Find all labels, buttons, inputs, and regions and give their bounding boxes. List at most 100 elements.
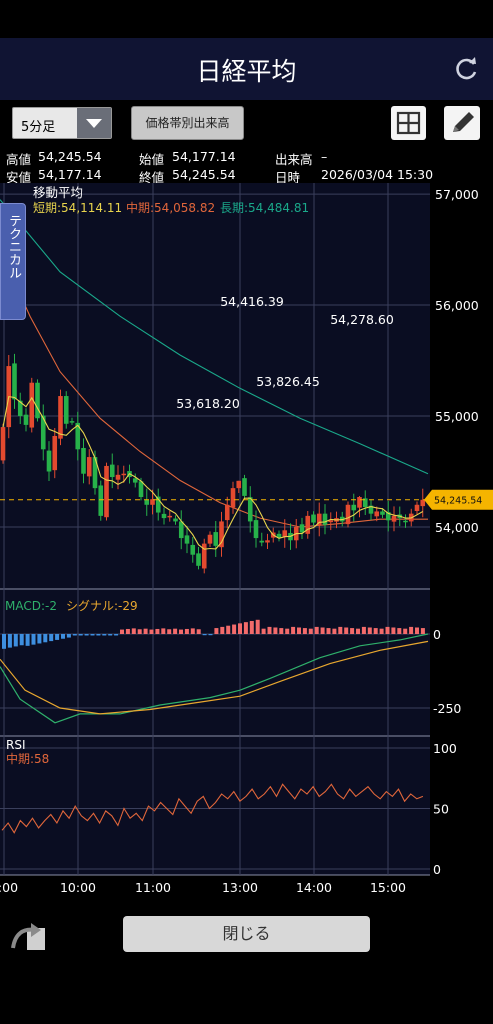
candle-body	[322, 513, 328, 525]
candle	[213, 520, 219, 557]
price-tick-label: 54,000	[435, 520, 479, 535]
macd-bar	[167, 629, 172, 634]
candle-body	[357, 497, 362, 508]
macd-bar	[184, 628, 189, 634]
candle	[75, 411, 81, 461]
mid-ma-label: 中期:54,058.82	[126, 200, 215, 215]
chevron-down-icon	[77, 108, 111, 138]
candle	[52, 427, 58, 479]
candle-body	[224, 504, 230, 521]
candle	[253, 510, 259, 548]
candle-body	[253, 520, 259, 539]
candle-body	[104, 465, 109, 518]
candle-body	[403, 520, 408, 523]
price-annotation: 54,416.39	[220, 294, 284, 309]
macd-bar	[326, 628, 331, 634]
candle-body	[201, 543, 207, 569]
candle-body	[12, 363, 17, 400]
candle-body	[219, 521, 224, 548]
layout-button[interactable]	[391, 106, 426, 140]
candle	[403, 514, 408, 528]
candle	[311, 511, 316, 526]
candle	[374, 506, 380, 522]
rsi-tick-label: 100	[433, 741, 457, 756]
volume-label: 出来高	[275, 152, 313, 167]
macd-bar	[267, 626, 272, 634]
back-button[interactable]	[11, 918, 47, 952]
macd-bar	[344, 627, 349, 634]
candle	[121, 465, 127, 483]
candle-body	[190, 544, 196, 555]
candlestick-chart[interactable]: 54,000 55,000 56,000 57,000 0 -250 0 50 100 9:00 1…	[0, 183, 493, 903]
macd-bar	[214, 628, 219, 634]
macd-bar	[302, 628, 307, 634]
candle-body	[391, 515, 397, 522]
candle	[316, 502, 322, 537]
candle-body	[230, 488, 236, 508]
candle	[247, 486, 253, 533]
candle	[414, 501, 420, 515]
candle	[86, 449, 92, 485]
candle	[150, 489, 155, 515]
candle	[259, 532, 265, 547]
candle-body	[150, 499, 155, 505]
candle-body	[132, 478, 138, 483]
macd-bar	[7, 634, 12, 648]
datetime-value: 2026/03/04 15:30	[321, 167, 434, 182]
macd-bar	[49, 634, 54, 642]
candle-body	[374, 511, 380, 517]
refresh-button[interactable]	[452, 55, 480, 83]
drawing-tool-button[interactable]	[444, 106, 480, 140]
candle-body	[167, 515, 173, 518]
macd-bar	[72, 634, 77, 636]
candle-body	[282, 530, 288, 537]
candle-body	[236, 480, 242, 489]
candle	[23, 408, 29, 432]
candle	[35, 379, 40, 422]
candle	[230, 481, 236, 514]
candle-body	[75, 422, 81, 450]
price-tick-label: 56,000	[435, 298, 479, 313]
candle	[299, 517, 305, 539]
candle	[362, 490, 368, 515]
chart-grid: 54,000 55,000 56,000 57,000 0 -250 0 50 100 9:00 1…	[0, 183, 479, 895]
candle-body	[184, 535, 190, 544]
candle	[265, 533, 270, 549]
candle-body	[420, 499, 426, 507]
macd-bar	[332, 628, 337, 634]
candle	[109, 453, 115, 489]
long-ma-line	[0, 199, 429, 475]
macd-bar	[249, 620, 254, 634]
refresh-icon	[456, 57, 477, 80]
macd-label: MACD:-2	[5, 599, 57, 613]
candle-body	[265, 540, 270, 543]
macd-bar	[367, 627, 372, 634]
volume-profile-button[interactable]: 価格帯別出来高	[131, 106, 244, 140]
candle-body	[305, 515, 311, 534]
candle	[155, 488, 161, 521]
macd-bar	[78, 634, 83, 636]
macd-bar	[273, 627, 278, 634]
signal-path	[0, 640, 429, 715]
candle	[104, 462, 109, 521]
macd-bar	[279, 628, 284, 634]
close-button[interactable]: 閉じる	[123, 916, 370, 952]
candle	[173, 515, 178, 525]
candle-body	[316, 513, 322, 526]
candle-body	[161, 513, 167, 519]
technical-tab[interactable]: テクニカル	[0, 203, 26, 320]
candle-body	[35, 382, 40, 419]
high-value: 54,245.54	[38, 149, 102, 164]
candle	[12, 353, 17, 409]
candle-body	[311, 514, 316, 523]
candle	[276, 530, 282, 542]
time-tick-label: 14:00	[296, 880, 332, 895]
candle-body	[196, 553, 201, 566]
candle-body	[46, 450, 52, 472]
macd-bar	[96, 634, 101, 636]
interval-select[interactable]: 5分足	[12, 107, 112, 139]
macd-bar	[55, 634, 60, 640]
macd-bar	[338, 626, 343, 634]
candle-body	[299, 524, 305, 533]
candle	[63, 391, 69, 429]
